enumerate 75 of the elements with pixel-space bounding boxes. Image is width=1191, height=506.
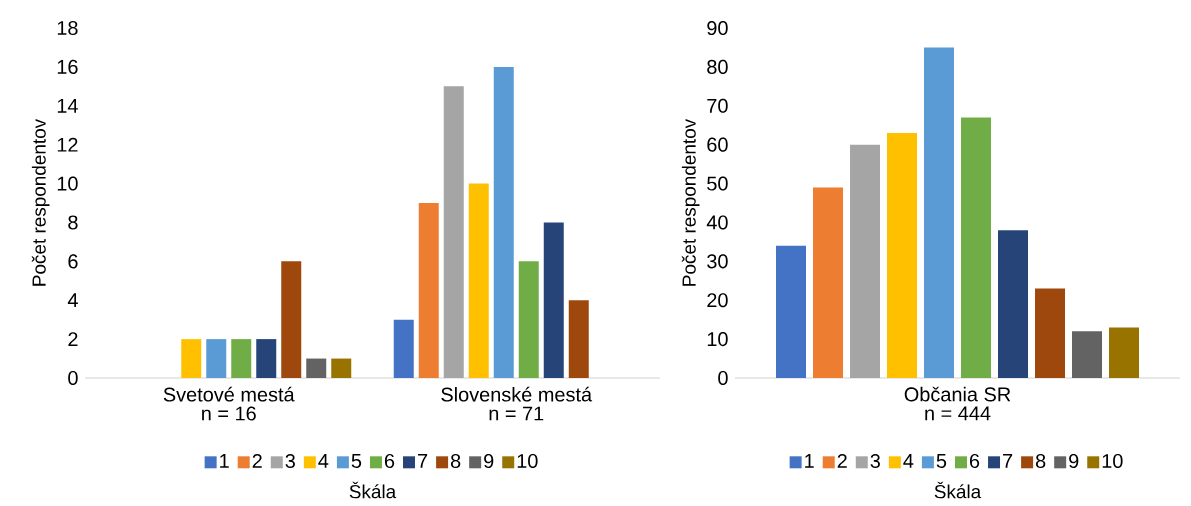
y-tick-label: 8 bbox=[68, 215, 78, 230]
bar bbox=[568, 300, 589, 378]
bar bbox=[998, 230, 1029, 378]
bar bbox=[256, 339, 277, 378]
bar bbox=[393, 319, 414, 378]
y-tick-label: 0 bbox=[68, 370, 78, 386]
text: n = 444 bbox=[925, 406, 991, 421]
legend-label: 8 bbox=[450, 453, 461, 469]
bar bbox=[543, 222, 564, 378]
legend-label: 5 bbox=[936, 454, 947, 468]
bar bbox=[850, 144, 881, 378]
y-axis-title: Počet respondentov bbox=[681, 118, 700, 286]
x-tick-label: Slovenské mestá bbox=[441, 386, 593, 402]
legend-title: Škála bbox=[349, 481, 397, 499]
bar bbox=[1072, 331, 1103, 378]
text: n = 16 bbox=[202, 406, 256, 421]
legend-label: 9 bbox=[1069, 453, 1079, 469]
y-axis-title: Počet respondentov bbox=[31, 118, 50, 286]
y-tick-label: 0 bbox=[718, 370, 728, 386]
bar bbox=[468, 183, 489, 378]
bar bbox=[493, 66, 514, 378]
y-tick-label: 40 bbox=[706, 215, 728, 230]
legend-label: 10 bbox=[517, 453, 538, 469]
y-tick-label: 50 bbox=[707, 176, 728, 191]
y-tick-label: 70 bbox=[707, 98, 728, 113]
bar bbox=[418, 203, 439, 378]
legend-label: 5 bbox=[351, 454, 362, 468]
bar bbox=[961, 117, 992, 378]
legend-label: 7 bbox=[418, 454, 428, 468]
y-tick-label: 16 bbox=[57, 59, 78, 74]
y-tick-label: 2 bbox=[68, 332, 78, 347]
x-tick-label: Svetové mestá bbox=[163, 386, 295, 402]
y-tick-label: 6 bbox=[68, 254, 78, 269]
legend-label: 2 bbox=[252, 453, 262, 468]
legend-label: 10 bbox=[1102, 453, 1123, 469]
text: n = 71 bbox=[489, 406, 544, 421]
legend-label: 3 bbox=[870, 453, 880, 469]
legend-title: Škála bbox=[934, 481, 982, 499]
bar bbox=[306, 358, 327, 378]
y-tick-label: 10 bbox=[707, 332, 728, 347]
y-tick-label: 20 bbox=[707, 293, 728, 308]
bar bbox=[281, 261, 302, 378]
legend-label: 7 bbox=[1003, 454, 1013, 468]
legend-label: 1 bbox=[805, 454, 814, 468]
legend-label: 4 bbox=[903, 454, 914, 468]
y-tick-label: 18 bbox=[57, 20, 78, 36]
y-tick-label: 14 bbox=[57, 98, 78, 113]
y-tick-label: 10 bbox=[57, 176, 78, 191]
bar bbox=[887, 133, 918, 378]
bar bbox=[518, 261, 539, 378]
bar bbox=[1035, 288, 1066, 378]
legend-label: 6 bbox=[969, 453, 980, 469]
bar bbox=[813, 187, 844, 378]
legend-label: 6 bbox=[384, 453, 395, 469]
legend-label: 4 bbox=[318, 454, 329, 468]
x-tick-label: Občania SR bbox=[904, 386, 1011, 402]
bar bbox=[443, 86, 464, 378]
y-tick-label: 30 bbox=[707, 254, 728, 269]
bar bbox=[206, 339, 227, 378]
legend-label: 2 bbox=[837, 453, 847, 468]
legend-label: 3 bbox=[285, 453, 295, 469]
y-tick-label: 80 bbox=[707, 59, 728, 74]
legend-label: 1 bbox=[220, 454, 229, 468]
y-tick-label: 4 bbox=[67, 293, 78, 308]
y-tick-label: 60 bbox=[707, 137, 728, 152]
bar bbox=[181, 339, 202, 378]
bar bbox=[231, 339, 252, 378]
y-tick-label: 90 bbox=[707, 20, 728, 36]
bar bbox=[924, 47, 955, 378]
bar bbox=[1109, 327, 1140, 378]
legend-label: 8 bbox=[1035, 453, 1046, 469]
legend-label: 9 bbox=[484, 453, 494, 469]
bar bbox=[331, 358, 352, 378]
y-tick-label: 12 bbox=[57, 137, 78, 152]
bar bbox=[776, 245, 807, 378]
